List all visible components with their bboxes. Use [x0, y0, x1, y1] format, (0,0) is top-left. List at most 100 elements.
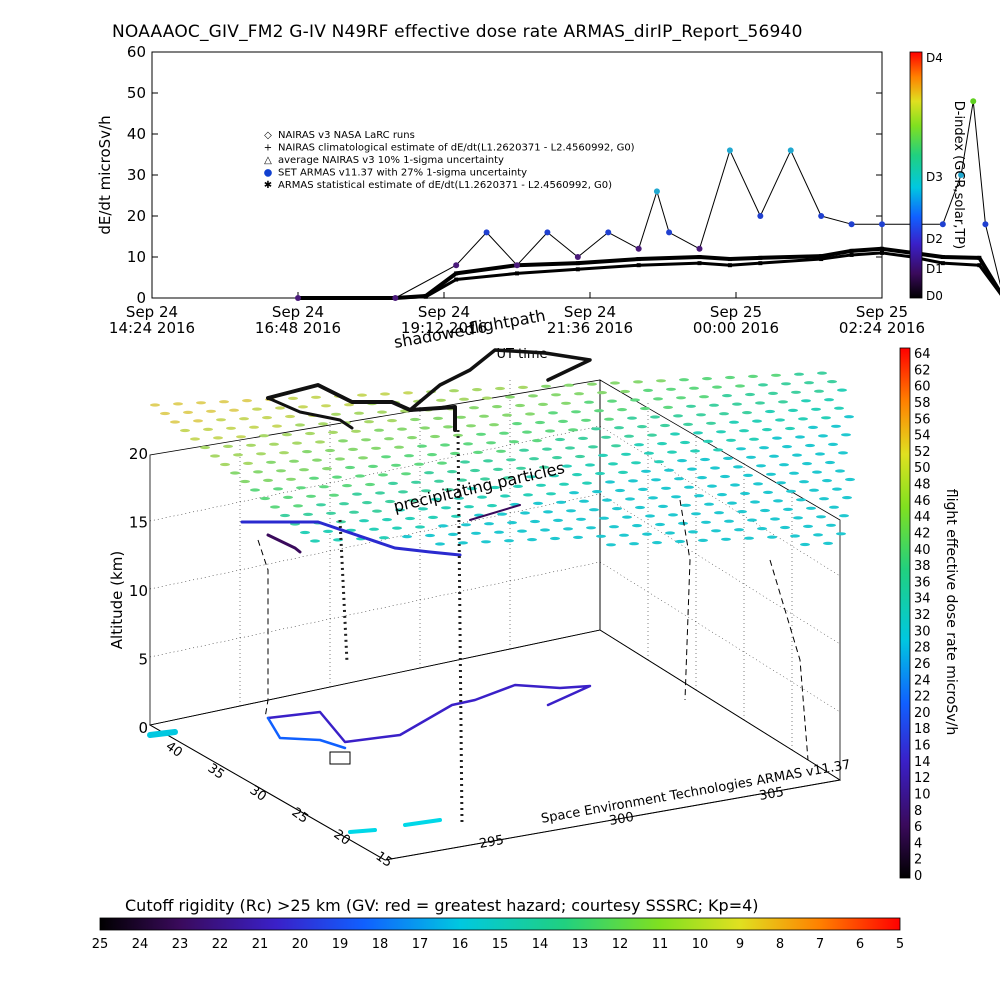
surface-cell: [463, 442, 473, 446]
dose-tick-label: 40: [914, 543, 931, 558]
dindex-colorbar: [909, 51, 923, 299]
surface-cell: [471, 531, 481, 535]
surface-cell: [495, 386, 505, 391]
surface-cell: [771, 373, 781, 377]
surface-cell: [365, 482, 375, 487]
surface-cell: [542, 447, 552, 451]
series-point: [940, 261, 945, 266]
rc-tick-label: 9: [736, 937, 744, 952]
dose-colorbar-ticks: 6462605856545250484644424038363432302826…: [914, 347, 931, 884]
dose-colorbar-label: flight effective dose rate microSv/h: [943, 489, 959, 735]
dose-tick-label: 8: [914, 804, 922, 819]
surface-cell: [694, 494, 704, 498]
surface-cell: [825, 460, 835, 465]
dose-tick-label: 28: [914, 641, 931, 656]
surface-cell: [796, 498, 806, 502]
altitude-tick-label: 10: [129, 582, 148, 600]
surface-cell: [569, 491, 579, 495]
surface-cell: [740, 491, 750, 496]
surface-cell: [782, 445, 792, 449]
surface-cell: [770, 517, 780, 521]
surface-cell: [496, 449, 506, 453]
surface-cell: [345, 465, 355, 470]
surface-cell: [349, 510, 359, 514]
surface-cell: [256, 452, 266, 456]
x-tick-label: 14:24 2016: [109, 319, 195, 337]
flight-path-mid: [240, 504, 521, 557]
surface-cell: [364, 420, 374, 424]
surface-cell: [827, 380, 837, 384]
surface-cell: [614, 426, 624, 430]
series-point: [454, 277, 459, 282]
series-point: [696, 245, 703, 252]
surface-cell: [758, 383, 768, 387]
surface-cell: [529, 457, 539, 461]
surface-cell: [670, 432, 680, 436]
series-point: [977, 255, 982, 260]
surface-cell: [559, 482, 569, 486]
surface-cell: [289, 459, 299, 463]
surface-cell: [530, 519, 540, 524]
surface-cell: [233, 453, 243, 457]
legend-entry: NAIRAS climatological estimate of dE/dt(…: [278, 143, 635, 154]
series-line-2: [298, 100, 1000, 299]
surface-cell: [358, 456, 368, 460]
surface-cell: [709, 403, 719, 407]
top-legend: ◇ NAIRAS v3 NASA LaRC runs + NAIRAS climato…: [264, 130, 635, 191]
top-y-axis: 0 10 20 30 40 50 60: [127, 43, 882, 307]
surface-cell: [467, 487, 477, 491]
surface-cell: [384, 437, 394, 441]
surface-cell: [230, 471, 240, 475]
surface-cell: [793, 516, 803, 520]
surface-cell: [263, 478, 273, 482]
surface-cell: [620, 389, 630, 394]
surface-cell: [546, 492, 556, 496]
dose-tick-label: 16: [914, 739, 931, 754]
surface-cell: [688, 530, 698, 534]
surface-cell: [832, 487, 842, 491]
surface-cell: [706, 421, 716, 425]
surface-cell: [226, 426, 236, 430]
surface-cell: [837, 388, 847, 392]
legend-entry: ARMAS statistical estimate of dE/dt(L1.2…: [278, 180, 612, 191]
surface-cell: [490, 485, 500, 490]
surface-cell: [539, 465, 549, 469]
surface-cell: [752, 419, 762, 423]
surface-cell: [540, 528, 550, 532]
dose-tick-label: 4: [914, 836, 922, 851]
surface-cell: [392, 526, 402, 530]
precip-surface: [150, 371, 855, 547]
dindex-label: D-index (GCR,solar,TP): [951, 101, 966, 249]
surface-cell: [454, 496, 464, 500]
surface-cell: [398, 490, 408, 494]
surface-cell: [427, 453, 437, 457]
surface-cell: [362, 501, 372, 505]
surface-cell: [469, 406, 479, 410]
surface-cell: [375, 491, 385, 495]
surface-cell: [601, 435, 611, 439]
surface-cell: [783, 507, 793, 511]
surface-cell: [447, 470, 457, 474]
surface-cell: [434, 479, 444, 483]
surface-cell: [193, 419, 203, 423]
surface-cell: [520, 511, 530, 515]
y-tick-label: 30: [127, 166, 146, 184]
dose-tick-label: 22: [914, 690, 931, 705]
surface-cell: [513, 484, 523, 488]
surface-cell: [401, 472, 411, 476]
surface-cell: [733, 465, 743, 469]
series-point: [970, 98, 977, 105]
dose-tick-label: 12: [914, 771, 931, 786]
surface-cell: [528, 394, 538, 398]
surface-cell: [506, 458, 516, 462]
series-point: [697, 255, 702, 259]
surface-cell: [288, 396, 298, 400]
surface-cell: [813, 533, 823, 537]
surface-cell: [716, 430, 726, 434]
surface-cell: [433, 416, 443, 420]
surface-cell: [769, 454, 779, 458]
dose-tick-label: 38: [914, 559, 931, 574]
surface-cell: [703, 439, 713, 443]
surface-cell: [739, 429, 749, 433]
surface-cell: [518, 385, 528, 389]
